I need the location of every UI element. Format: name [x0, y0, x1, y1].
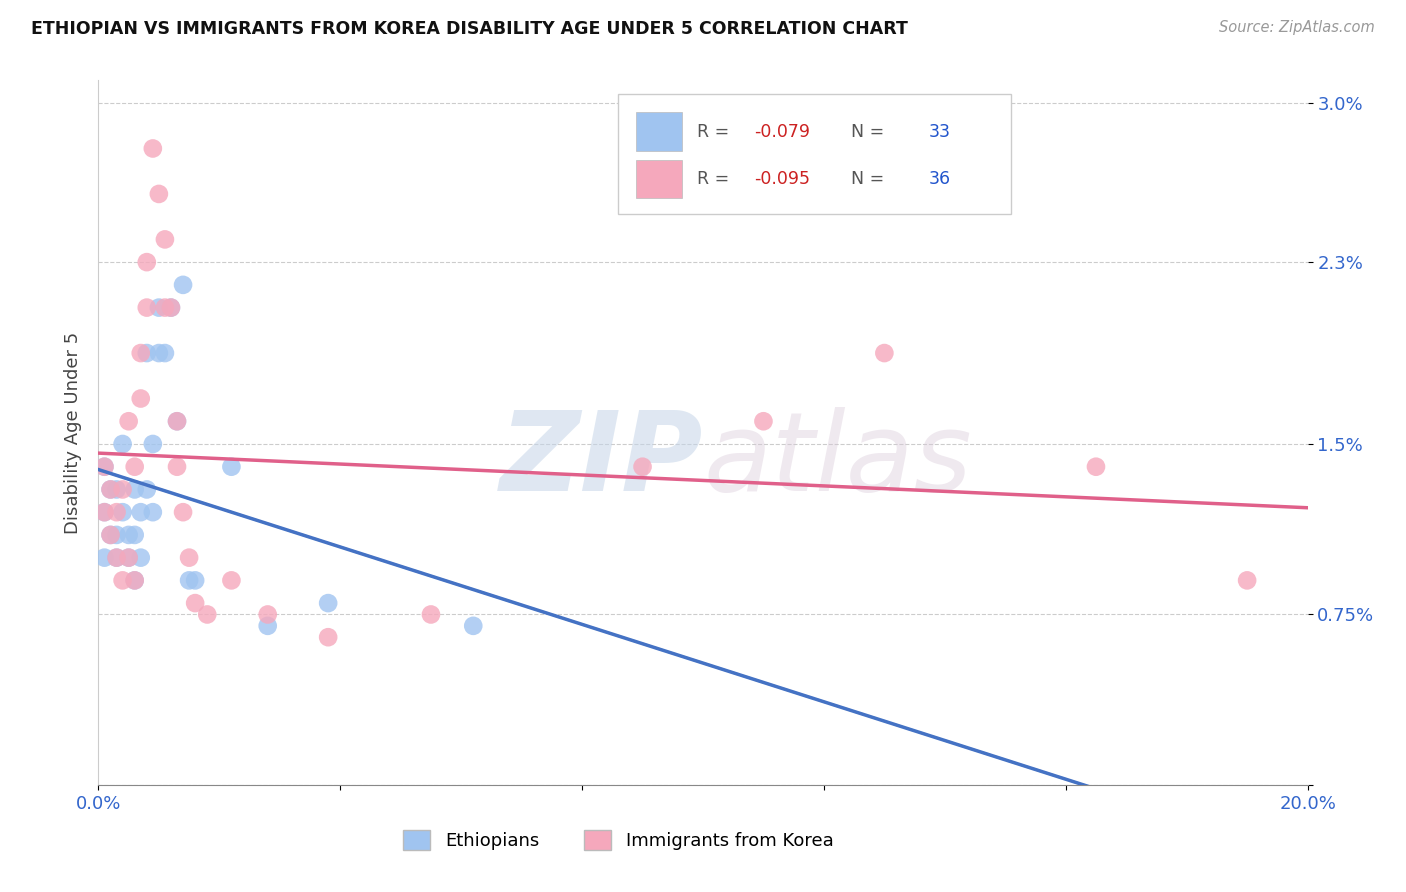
- Point: [1236, 574, 1258, 588]
- Point: [105, 505, 128, 519]
- Point: [153, 232, 176, 246]
- Point: [105, 528, 128, 542]
- Point: [184, 596, 207, 610]
- Point: [129, 346, 152, 360]
- Point: [118, 528, 141, 542]
- Point: [148, 346, 170, 360]
- Point: [148, 301, 170, 315]
- Bar: [637, 160, 682, 198]
- Point: [184, 574, 207, 588]
- Point: [105, 550, 128, 565]
- Point: [105, 483, 128, 497]
- Text: ZIP: ZIP: [499, 408, 703, 515]
- Point: [105, 550, 128, 565]
- Point: [118, 550, 141, 565]
- Point: [166, 414, 188, 428]
- Point: [111, 483, 134, 497]
- Point: [93, 505, 115, 519]
- Point: [420, 607, 443, 622]
- Point: [129, 550, 152, 565]
- Point: [166, 414, 188, 428]
- Point: [100, 528, 122, 542]
- Text: N =: N =: [839, 170, 890, 188]
- Text: R =: R =: [697, 170, 735, 188]
- Point: [256, 607, 278, 622]
- Point: [118, 414, 141, 428]
- Point: [153, 346, 176, 360]
- Point: [100, 483, 122, 497]
- Point: [142, 505, 165, 519]
- Point: [221, 459, 243, 474]
- Text: R =: R =: [697, 123, 735, 141]
- Text: Source: ZipAtlas.com: Source: ZipAtlas.com: [1219, 20, 1375, 35]
- Text: atlas: atlas: [703, 408, 972, 515]
- Point: [221, 574, 243, 588]
- Point: [93, 459, 115, 474]
- Point: [124, 574, 146, 588]
- Point: [179, 574, 201, 588]
- Point: [135, 483, 157, 497]
- Point: [172, 505, 194, 519]
- Point: [135, 346, 157, 360]
- Bar: [637, 112, 682, 151]
- Point: [172, 277, 194, 292]
- Point: [111, 574, 134, 588]
- Point: [463, 619, 485, 633]
- Point: [135, 301, 157, 315]
- Point: [124, 459, 146, 474]
- Point: [111, 505, 134, 519]
- Point: [93, 459, 115, 474]
- Text: -0.095: -0.095: [754, 170, 810, 188]
- Point: [179, 550, 201, 565]
- Text: 33: 33: [929, 123, 950, 141]
- Point: [100, 528, 122, 542]
- Point: [124, 528, 146, 542]
- Point: [142, 141, 165, 155]
- Point: [195, 607, 218, 622]
- Point: [316, 596, 339, 610]
- Point: [752, 414, 775, 428]
- Text: N =: N =: [839, 123, 890, 141]
- Point: [129, 505, 152, 519]
- FancyBboxPatch shape: [619, 95, 1011, 214]
- Point: [1085, 459, 1108, 474]
- Point: [124, 483, 146, 497]
- Point: [111, 437, 134, 451]
- Point: [129, 392, 152, 406]
- Point: [135, 255, 157, 269]
- Point: [160, 301, 183, 315]
- Point: [142, 437, 165, 451]
- Point: [153, 301, 176, 315]
- Point: [100, 483, 122, 497]
- Point: [93, 505, 115, 519]
- Point: [124, 574, 146, 588]
- Point: [93, 550, 115, 565]
- Text: -0.079: -0.079: [754, 123, 810, 141]
- Text: 36: 36: [929, 170, 952, 188]
- Point: [631, 459, 654, 474]
- Point: [160, 301, 183, 315]
- Text: ETHIOPIAN VS IMMIGRANTS FROM KOREA DISABILITY AGE UNDER 5 CORRELATION CHART: ETHIOPIAN VS IMMIGRANTS FROM KOREA DISAB…: [31, 20, 908, 37]
- Point: [118, 550, 141, 565]
- Point: [256, 619, 278, 633]
- Point: [148, 186, 170, 201]
- Point: [873, 346, 896, 360]
- Point: [166, 459, 188, 474]
- Y-axis label: Disability Age Under 5: Disability Age Under 5: [63, 332, 82, 533]
- Legend: Ethiopians, Immigrants from Korea: Ethiopians, Immigrants from Korea: [396, 822, 841, 857]
- Point: [316, 630, 339, 644]
